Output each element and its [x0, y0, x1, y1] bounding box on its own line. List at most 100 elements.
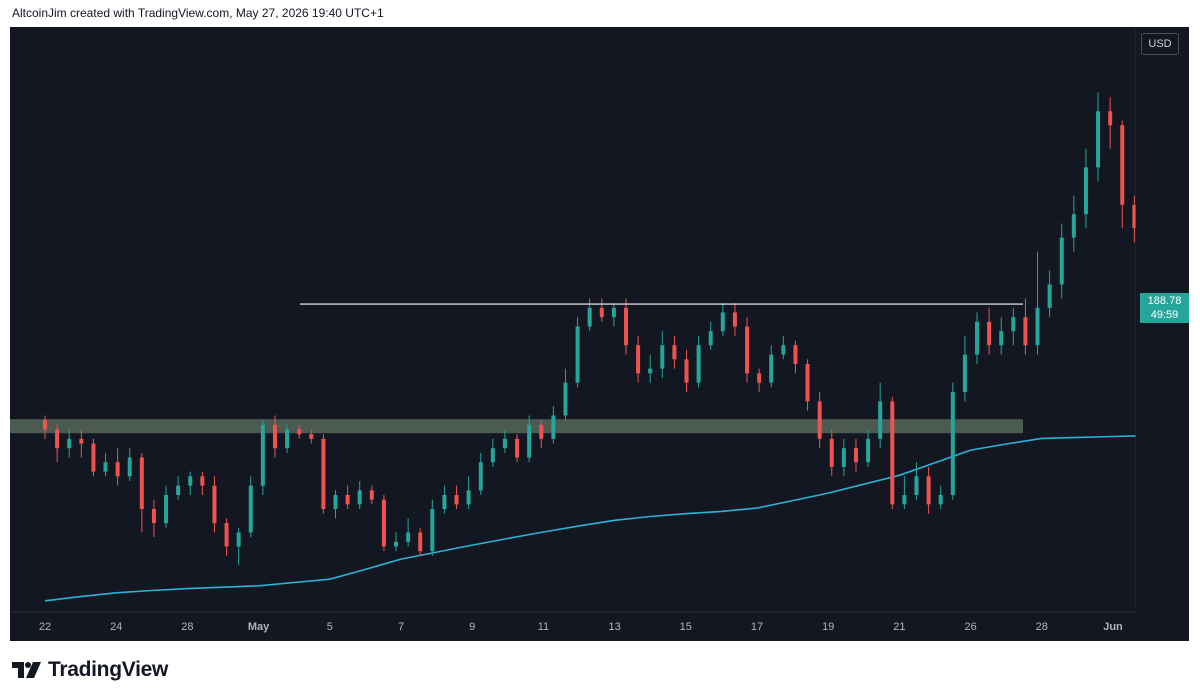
candle: [1023, 298, 1028, 355]
candle: [1035, 251, 1040, 355]
candle-body: [817, 401, 822, 439]
candle: [394, 532, 399, 552]
candle: [950, 382, 955, 500]
candle-body: [708, 331, 713, 346]
candle-body: [1011, 317, 1016, 332]
candle: [515, 434, 520, 463]
candle: [987, 307, 992, 355]
candle-body: [454, 495, 459, 505]
candle-body: [406, 532, 411, 542]
candle: [1096, 92, 1101, 182]
candle: [757, 368, 762, 393]
candle: [853, 438, 858, 472]
candle: [67, 429, 72, 458]
candle: [127, 448, 132, 481]
candle-body: [696, 345, 701, 383]
time-tick-label: 21: [893, 621, 905, 633]
candle: [745, 317, 750, 383]
candle: [938, 485, 943, 510]
candle-body: [333, 495, 338, 510]
candle-body: [43, 420, 47, 430]
candle-body: [297, 429, 302, 435]
candle: [902, 476, 907, 510]
time-tick-label: 28: [181, 621, 193, 633]
moving-average-line: [44, 432, 1189, 602]
candle: [999, 317, 1004, 355]
candle-body: [345, 495, 350, 505]
candle: [321, 434, 326, 514]
candle: [406, 518, 411, 547]
candle-body: [853, 448, 858, 463]
candle-body: [151, 509, 156, 524]
candle: [297, 424, 302, 439]
time-tick-label: 24: [110, 621, 122, 633]
candle-body: [1071, 214, 1076, 238]
candle: [672, 335, 677, 369]
candle-body: [611, 307, 616, 318]
candle: [285, 424, 290, 453]
candle-body: [466, 490, 471, 505]
candle-body: [866, 438, 871, 463]
candle: [769, 345, 774, 388]
candle-body: [829, 438, 834, 467]
candle: [139, 452, 144, 533]
candle-body: [890, 401, 895, 505]
candle-body: [369, 490, 374, 500]
candle: [623, 298, 628, 355]
candle: [478, 452, 483, 495]
candle-body: [575, 326, 580, 383]
candle-body: [975, 321, 980, 355]
chart-area[interactable]: 240.00230.00220.00210.00200.00180.00170.…: [10, 27, 1189, 641]
time-tick-label: 22: [39, 621, 51, 633]
candle-body: [418, 532, 423, 552]
candle: [430, 499, 435, 556]
candle: [563, 368, 568, 421]
candle-body: [309, 434, 314, 439]
countdown-value: 49:59: [1150, 309, 1179, 322]
candle: [1132, 195, 1137, 243]
time-tick-label: 26: [964, 621, 976, 633]
price-axis-panel: [1136, 27, 1189, 641]
candle: [575, 317, 580, 388]
candle: [224, 518, 229, 556]
tradingview-logo[interactable]: TradingView: [12, 658, 168, 682]
candle-body: [732, 312, 737, 327]
time-tick-label: 28: [1036, 621, 1048, 633]
candle-body: [103, 462, 108, 472]
candle: [115, 448, 120, 486]
candle: [841, 438, 846, 477]
candle: [708, 321, 713, 350]
candle: [1047, 270, 1052, 318]
candle: [1083, 148, 1088, 229]
candle: [599, 298, 604, 322]
price-chart[interactable]: 240.00230.00220.00210.00200.00180.00170.…: [10, 27, 1189, 641]
candle-body: [648, 368, 653, 374]
candle: [248, 476, 253, 538]
time-tick-label: May: [248, 621, 270, 633]
candle-body: [757, 373, 762, 383]
candle: [103, 452, 108, 477]
candle: [176, 476, 181, 500]
candle-body: [176, 485, 181, 495]
candle-body: [902, 495, 907, 505]
candle: [975, 312, 980, 364]
candle-body: [623, 307, 628, 346]
candle-body: [1023, 317, 1028, 346]
candle-body: [926, 476, 931, 505]
candle: [660, 331, 665, 378]
candle-body: [115, 462, 120, 477]
candle: [151, 499, 156, 538]
candle-body: [745, 326, 750, 374]
candle-body: [272, 424, 277, 449]
candle: [418, 527, 423, 556]
candle: [793, 340, 798, 374]
candle-body: [599, 307, 604, 318]
candle: [781, 335, 786, 360]
candle: [188, 471, 193, 495]
candle-body: [67, 438, 72, 449]
candle: [91, 438, 96, 477]
candle-body: [938, 495, 943, 505]
candle: [200, 471, 205, 495]
candle-body: [841, 448, 846, 467]
currency-label[interactable]: USD: [1141, 33, 1179, 55]
